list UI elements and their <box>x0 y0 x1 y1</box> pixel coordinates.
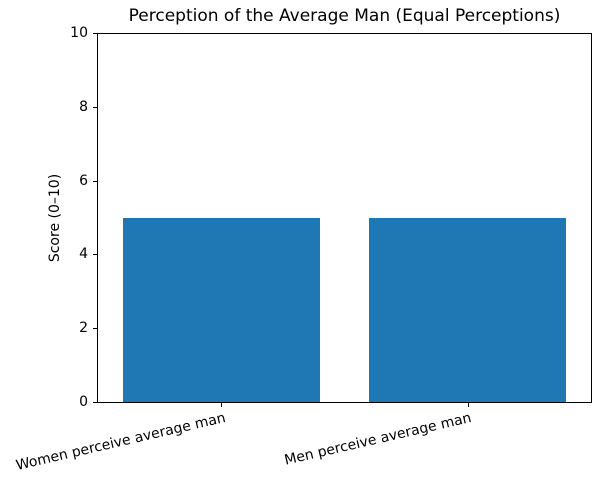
y-tick-label: 4 <box>79 246 88 263</box>
y-tick-mark <box>93 254 97 256</box>
y-tick-mark <box>93 106 97 108</box>
x-tick-mark <box>467 403 469 407</box>
x-tick-mark <box>221 403 223 407</box>
y-tick-label: 10 <box>70 25 88 41</box>
y-axis-label: Score (0–10) <box>47 173 63 263</box>
y-tick-label: 6 <box>79 172 88 189</box>
y-tick-label: 0 <box>79 394 88 410</box>
y-tick-label: 8 <box>79 98 88 115</box>
bar-0 <box>122 218 320 402</box>
x-category-label: Men perceive average man <box>283 410 474 469</box>
y-tick-mark <box>93 33 97 34</box>
x-category-label: Women perceive average man <box>14 410 227 474</box>
chart-title: Perception of the Average Man (Equal Per… <box>128 6 561 26</box>
y-tick-mark <box>93 402 97 403</box>
bar-1 <box>369 218 567 402</box>
y-tick-mark <box>93 180 97 182</box>
plot-area <box>97 33 592 403</box>
y-tick-mark <box>93 328 97 330</box>
y-tick-label: 2 <box>79 320 88 337</box>
